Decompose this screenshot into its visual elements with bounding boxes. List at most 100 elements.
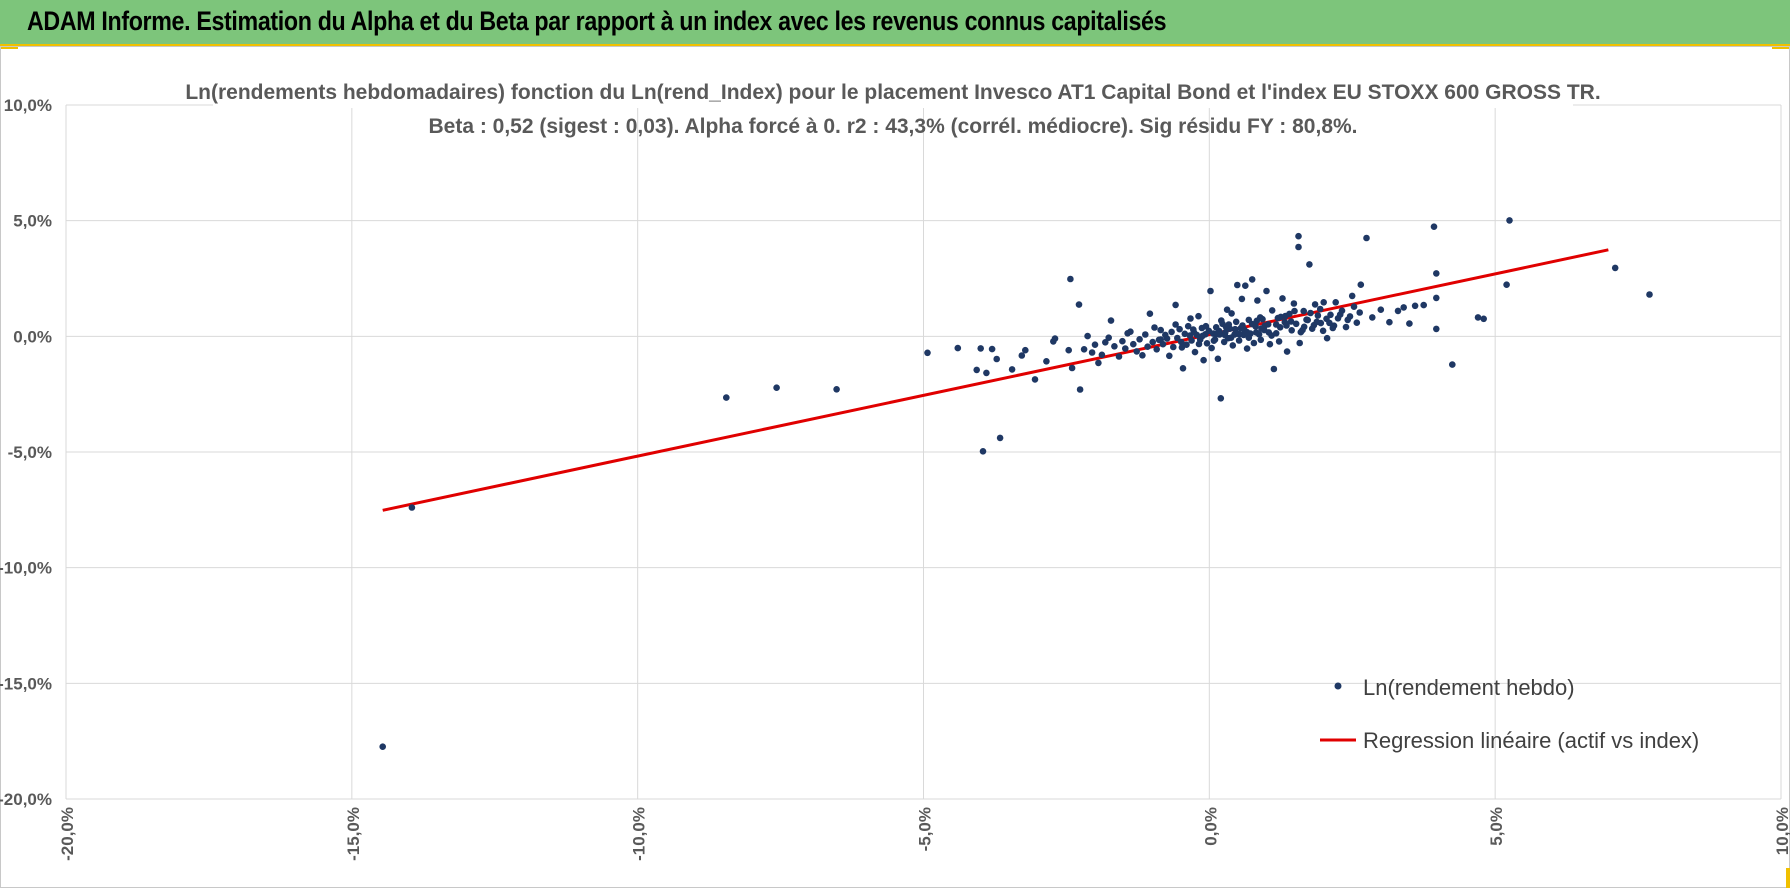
scatter-point — [1088, 349, 1096, 356]
scatter-point — [379, 743, 387, 750]
y-tick-label: 0,0% — [13, 327, 52, 346]
scatter-point — [1130, 340, 1137, 348]
scatter-point — [1136, 336, 1143, 343]
y-tick-label: -15,0% — [0, 674, 52, 693]
scatter-point — [1295, 243, 1302, 251]
chart-title: Ln(rendements hebdomadaires) fonction du… — [185, 81, 1600, 104]
scatter-point — [1191, 348, 1199, 356]
scatter-point — [1248, 320, 1256, 328]
scatter-point — [1174, 334, 1181, 342]
scatter-point — [979, 448, 987, 455]
scatter-point — [1356, 309, 1363, 316]
scatter-point — [977, 345, 984, 352]
scatter-point — [973, 366, 980, 374]
scatter-point — [1411, 302, 1419, 310]
scatter-point — [1153, 346, 1160, 353]
scatter-point — [833, 386, 840, 393]
scatter-point — [1268, 332, 1275, 339]
scatter-point — [1188, 337, 1195, 344]
scatter-point — [1474, 314, 1482, 321]
scatter-point — [1179, 365, 1187, 372]
scatter-point — [1272, 321, 1280, 328]
scatter-point — [1133, 348, 1140, 355]
header-bar: ADAM Informe. Estimation du Alpha et du … — [0, 0, 1790, 46]
scatter-point — [1043, 358, 1050, 365]
scatter-point — [1314, 312, 1322, 319]
scatter-point — [1170, 343, 1177, 351]
scatter-point — [1261, 322, 1269, 330]
scatter-point — [1243, 345, 1251, 352]
scatter-point — [1181, 330, 1189, 338]
scatter-point — [1151, 324, 1158, 331]
scatter-point — [1080, 346, 1088, 353]
scatter-point — [983, 369, 990, 377]
x-tick-label: -15,0% — [344, 807, 363, 861]
scatter-point — [1178, 344, 1186, 351]
scatter-point — [1102, 339, 1109, 346]
scatter-point — [1228, 310, 1235, 317]
scatter-point — [1316, 305, 1324, 313]
scatter-point — [1275, 338, 1283, 345]
scatter-point — [1506, 217, 1513, 224]
page-title: ADAM Informe. Estimation du Alpha et du … — [27, 6, 1167, 36]
chart-subtitle: Beta : 0,52 (sigest : 0,03). Alpha forcé… — [428, 115, 1357, 138]
axes: -20,0% -15,0% -10,0% -5,0% 0,0% 5,0% 10,0% 10,0… — [0, 96, 1790, 861]
scatter-point — [1084, 332, 1091, 340]
scatter-point — [1300, 307, 1307, 315]
scatter-point — [1223, 306, 1231, 314]
scatter-point — [1190, 328, 1198, 336]
scatter-point — [1111, 343, 1118, 350]
scatter-point — [1127, 328, 1134, 336]
scatter-point — [1295, 232, 1302, 240]
scatter-point — [1433, 294, 1440, 302]
scatter-point — [1420, 301, 1427, 309]
scatter-point — [1307, 309, 1314, 317]
scatter-point — [1311, 301, 1319, 308]
scatter-point — [1166, 352, 1173, 360]
scatter-point — [1327, 311, 1334, 319]
scatter-point — [1254, 297, 1261, 304]
scatter-point — [1319, 327, 1327, 335]
scatter-point — [1076, 386, 1084, 393]
y-tick-label: -5,0% — [8, 443, 52, 462]
x-tick-label: 5,0% — [1487, 807, 1506, 846]
scatter-point — [1283, 348, 1291, 355]
scatter-point — [1203, 340, 1211, 347]
scatter-point — [1144, 343, 1151, 351]
x-tick-label: -5,0% — [916, 807, 935, 851]
scatter-point — [1075, 301, 1083, 308]
scatter-point — [1348, 292, 1356, 300]
scatter-point — [1406, 320, 1413, 327]
scatter-point — [1353, 319, 1361, 327]
scatter-point — [1229, 342, 1237, 349]
scatter-point — [1287, 318, 1295, 325]
scatter-point — [1430, 223, 1438, 230]
scatter-point — [1142, 331, 1149, 338]
scatter-point — [1018, 352, 1026, 359]
y-tick-label: -20,0% — [0, 790, 52, 809]
scatter-point — [1184, 322, 1192, 330]
scatter-point — [1146, 310, 1154, 318]
regression-layer — [382, 248, 1609, 512]
scatter-point — [1332, 299, 1339, 306]
scatter-point — [1187, 315, 1194, 322]
scatter-point — [1363, 234, 1370, 242]
scatter-point — [1357, 281, 1365, 289]
scatter-point — [1369, 314, 1376, 321]
scatter-point — [1256, 314, 1264, 321]
scatter-points — [379, 217, 1653, 750]
scatter-point — [1329, 324, 1337, 332]
scatter-point — [1232, 318, 1240, 326]
scatter-point — [1200, 356, 1207, 364]
y-tick-label: 5,0% — [13, 212, 52, 231]
scatter-point — [1095, 359, 1102, 367]
scatter-point — [1270, 365, 1278, 373]
scatter-point — [1242, 282, 1249, 290]
scatter-point — [1115, 353, 1123, 360]
scatter-point — [1068, 364, 1076, 372]
legend-marker-points — [1334, 682, 1342, 690]
scatter-point — [1291, 307, 1298, 315]
legend-label-regression: Regression linéaire (actif vs index) — [1363, 728, 1699, 753]
scatter-point — [1163, 335, 1171, 342]
